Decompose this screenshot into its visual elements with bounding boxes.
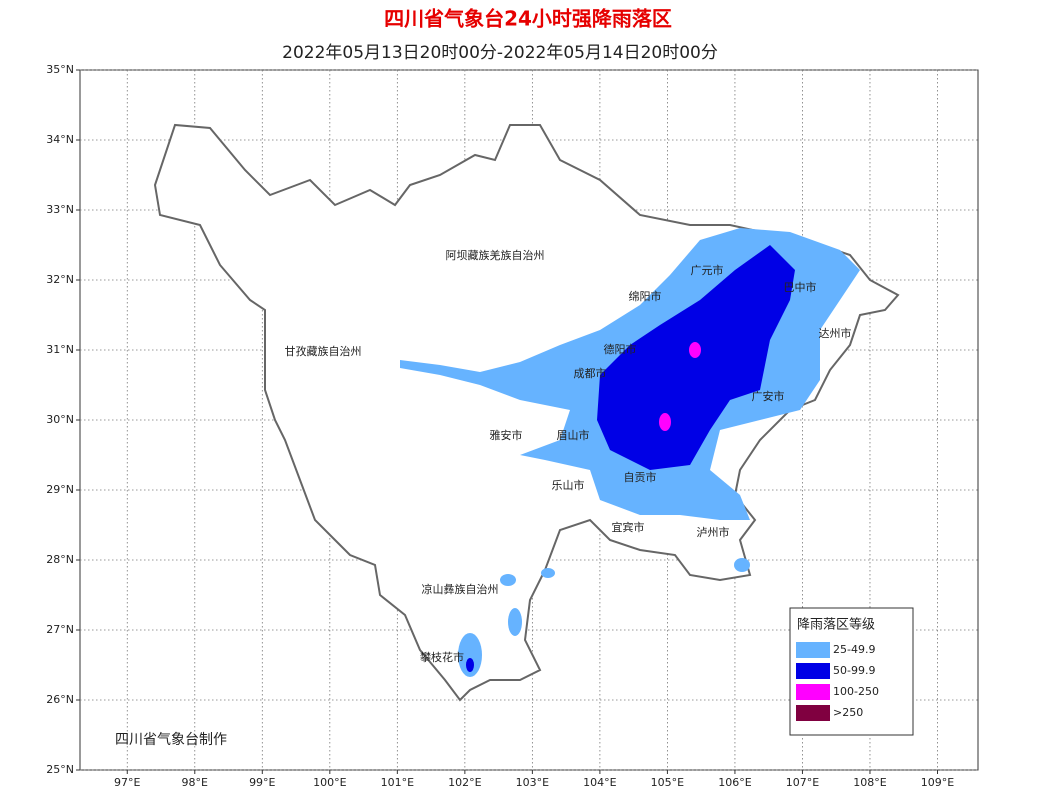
lon-tick-label: 107°E <box>786 776 819 789</box>
footer: 四川省气象台制作 <box>115 732 227 748</box>
rain-areas <box>400 228 860 677</box>
region-label: 眉山市 <box>557 428 590 442</box>
lat-tick-label: 25°N <box>46 763 74 776</box>
lat-tick-label: 30°N <box>46 413 74 426</box>
region-label: 自贡市 <box>624 470 657 484</box>
region-label: 阿坝藏族羌族自治州 <box>446 248 545 262</box>
region-label: 乐山市 <box>552 478 585 492</box>
rain-area <box>541 568 555 578</box>
region-label: 泸州市 <box>697 525 730 539</box>
lon-tick-label: 98°E <box>182 776 208 789</box>
lon-tick-label: 106°E <box>718 776 751 789</box>
lat-tick-label: 35°N <box>46 63 74 76</box>
subtitle: 2022年05月13日20时00分-2022年05月14日20时00分 <box>282 43 718 63</box>
rain-area <box>689 342 701 358</box>
lon-tick-label: 108°E <box>853 776 886 789</box>
rain-area <box>659 413 671 431</box>
lon-tick-label: 102°E <box>448 776 481 789</box>
lon-tick-label: 99°E <box>249 776 275 789</box>
rain-area <box>734 558 750 572</box>
region-label: 广元市 <box>691 263 724 277</box>
region-label: 绵阳市 <box>629 289 662 303</box>
legend-swatch <box>796 642 830 658</box>
region-label: 广安市 <box>752 389 785 403</box>
lat-tick-label: 27°N <box>46 623 74 636</box>
lon-tick-label: 103°E <box>516 776 549 789</box>
region-label: 成都市 <box>574 366 607 380</box>
lon-tick-label: 104°E <box>583 776 616 789</box>
rain-area <box>500 574 516 586</box>
lat-tick-label: 28°N <box>46 553 74 566</box>
region-labels: 阿坝藏族羌族自治州 甘孜藏族自治州 广元市 巴中市 达州市 绵阳市 德阳市 成都… <box>285 248 852 664</box>
region-label: 宜宾市 <box>612 520 645 534</box>
legend-title: 降雨落区等级 <box>797 617 875 633</box>
lon-tick-label: 109°E <box>921 776 954 789</box>
lat-tick-label: 33°N <box>46 203 74 216</box>
region-label: 德阳市 <box>604 342 637 356</box>
lon-tick-label: 97°E <box>114 776 140 789</box>
region-label: 攀枝花市 <box>420 650 464 664</box>
region-label: 甘孜藏族自治州 <box>285 344 362 358</box>
lat-tick-label: 29°N <box>46 483 74 496</box>
lat-tick-label: 34°N <box>46 133 74 146</box>
lat-tick-label: 31°N <box>46 343 74 356</box>
legend-label: 100-250 <box>833 685 879 698</box>
region-label: 巴中市 <box>784 280 817 294</box>
legend-swatch <box>796 684 830 700</box>
rain-area <box>466 658 474 672</box>
legend-label: 25-49.9 <box>833 643 875 656</box>
legend-label: 50-99.9 <box>833 664 875 677</box>
legend-label: >250 <box>833 706 863 719</box>
title: 四川省气象台24小时强降雨落区 <box>384 7 672 31</box>
lon-tick-label: 101°E <box>381 776 414 789</box>
rain-area <box>508 608 522 636</box>
region-label: 雅安市 <box>490 428 523 442</box>
legend: 降雨落区等级 25-49.9 50-99.9 100-250 >250 <box>789 607 914 736</box>
rain-area <box>458 633 482 677</box>
lat-tick-label: 26°N <box>46 693 74 706</box>
legend-swatch <box>796 663 830 679</box>
lon-tick-label: 100°E <box>313 776 346 789</box>
lon-tick-label: 105°E <box>651 776 684 789</box>
region-label: 达州市 <box>819 326 852 340</box>
lat-tick-label: 32°N <box>46 273 74 286</box>
legend-swatch <box>796 705 830 721</box>
region-label: 凉山彝族自治州 <box>422 582 499 596</box>
